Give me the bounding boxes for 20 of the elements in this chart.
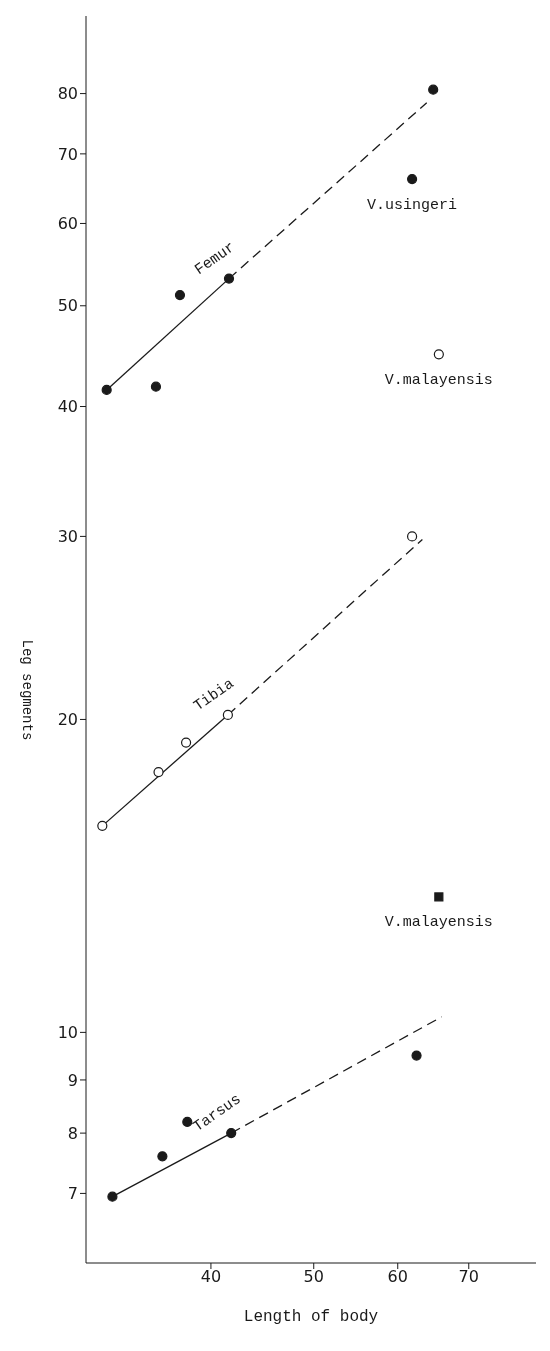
- y-tick-label: 9: [67, 1070, 78, 1090]
- x-axis-title: Length of body: [243, 1308, 379, 1326]
- x-tick-label: 60: [387, 1267, 408, 1287]
- y-tick-label: 60: [57, 214, 78, 234]
- series-label: V.malayensis: [384, 371, 493, 389]
- x-tick-label: 70: [458, 1267, 479, 1287]
- y-tick-label: 40: [57, 397, 78, 417]
- y-axis-title: Leg segments: [19, 639, 36, 741]
- y-tick-label: 50: [57, 296, 78, 316]
- y-tick-label: 70: [57, 144, 78, 164]
- y-tick-label: 30: [57, 527, 78, 547]
- y-tick-label: 80: [57, 84, 78, 104]
- y-tick-label: 8: [67, 1123, 78, 1143]
- y-tick-label: 7: [67, 1184, 78, 1204]
- y-tick-label: 10: [57, 1023, 78, 1043]
- series-label: V.usingeri: [367, 196, 458, 214]
- y-tick-label: 20: [57, 710, 78, 730]
- x-tick-label: 50: [303, 1267, 324, 1287]
- x-tick-label: 40: [200, 1267, 222, 1287]
- series-label: V.malayensis: [384, 914, 493, 932]
